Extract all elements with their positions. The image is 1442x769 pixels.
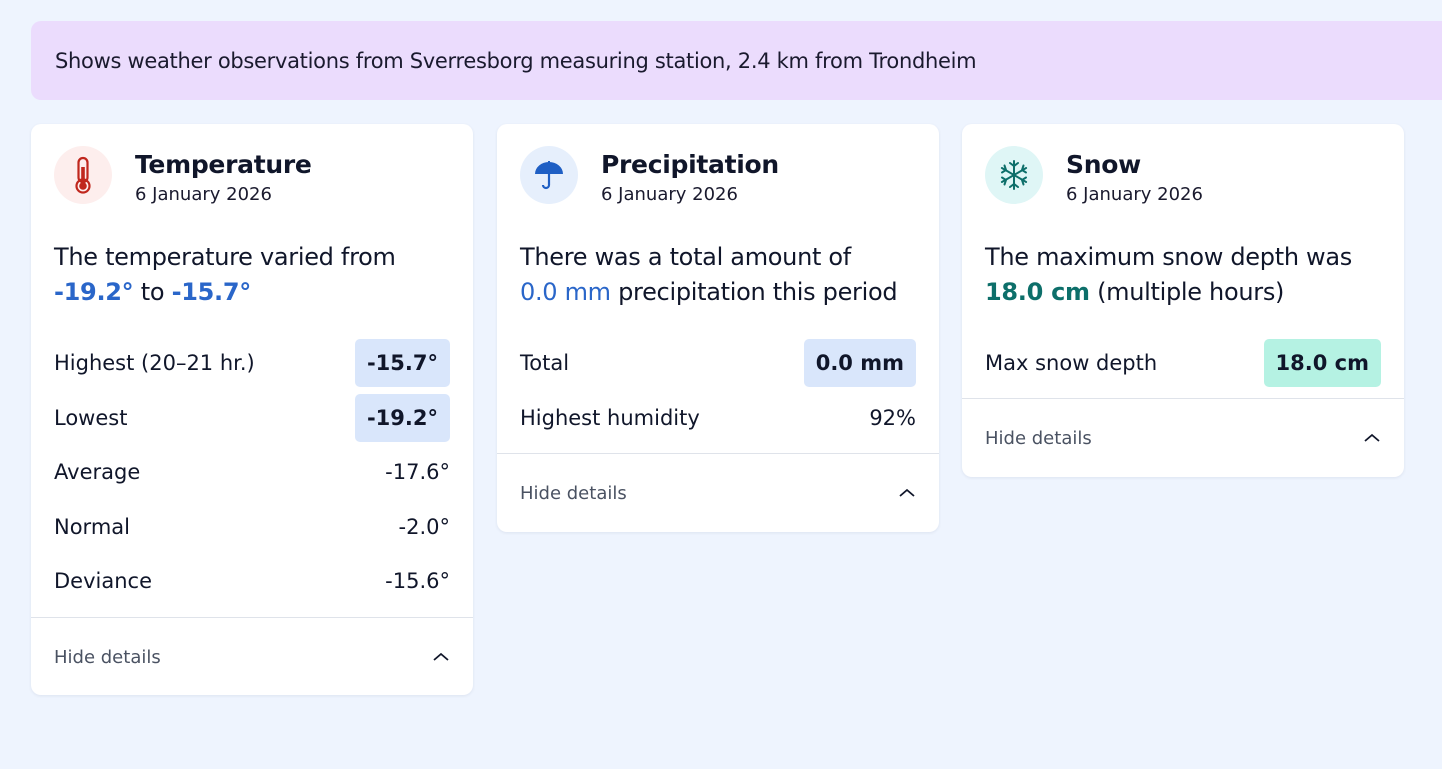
snow-row-max-depth: Max snow depth 18.0 cm [985, 336, 1381, 391]
row-value-highlight: -15.7° [354, 339, 450, 388]
temperature-row-average: Average -17.6° [54, 445, 450, 500]
thermometer-icon [54, 146, 112, 204]
temperature-title: Temperature [135, 150, 312, 179]
row-label: Total [520, 351, 570, 376]
hide-details-label: Hide details [520, 482, 627, 504]
row-value: -15.6° [385, 569, 450, 594]
snow-title: Snow [1066, 150, 1141, 179]
row-label: Highest (20–21 hr.) [54, 351, 255, 376]
row-label: Lowest [54, 405, 128, 430]
snow-summary: The maximum snow depth was 18.0 cm (mult… [985, 240, 1390, 310]
snow-hide-details-button[interactable]: Hide details [985, 418, 1381, 458]
temperature-hide-details-button[interactable]: Hide details [54, 637, 450, 677]
divider [31, 617, 473, 618]
temperature-details: Highest (20–21 hr.) -15.7° Lowest -19.2°… [54, 336, 450, 609]
row-value-highlight: 0.0 mm [803, 339, 916, 388]
precipitation-card-header: Precipitation 6 January 2026 [520, 146, 779, 208]
snow-details: Max snow depth 18.0 cm [985, 336, 1381, 391]
divider [497, 453, 939, 454]
snow-summary-prefix: The maximum snow depth was [985, 243, 1353, 271]
umbrella-icon [520, 146, 578, 204]
precipitation-row-total: Total 0.0 mm [520, 336, 916, 391]
temperature-date: 6 January 2026 [135, 184, 272, 205]
temperature-summary-min: -19.2° [54, 278, 134, 306]
snow-card: Snow 6 January 2026 The maximum snow dep… [962, 124, 1404, 477]
row-label: Average [54, 460, 141, 485]
snowflake-icon [985, 146, 1043, 204]
snow-date: 6 January 2026 [1066, 184, 1203, 205]
temperature-row-normal: Normal -2.0° [54, 500, 450, 555]
row-value: 92% [869, 405, 916, 430]
temperature-row-deviance: Deviance -15.6° [54, 554, 450, 609]
temperature-card-header: Temperature 6 January 2026 [54, 146, 312, 208]
snow-card-header: Snow 6 January 2026 [985, 146, 1203, 208]
station-info-text: Shows weather observations from Sverresb… [55, 48, 977, 73]
precipitation-title: Precipitation [601, 150, 779, 179]
precipitation-summary: There was a total amount of 0.0 mm preci… [520, 240, 925, 310]
precipitation-summary-value: 0.0 mm [520, 278, 611, 306]
precipitation-details: Total 0.0 mm Highest humidity 92% [520, 336, 916, 445]
temperature-summary: The temperature varied from -19.2° to -1… [54, 240, 459, 310]
temperature-summary-mid: to [140, 278, 165, 306]
precipitation-hide-details-button[interactable]: Hide details [520, 473, 916, 513]
row-label: Normal [54, 514, 130, 539]
temperature-summary-prefix: The temperature varied from [54, 243, 396, 271]
divider [962, 398, 1404, 399]
precipitation-summary-suffix: precipitation this period [618, 278, 898, 306]
chevron-up-icon [898, 483, 916, 504]
temperature-row-lowest: Lowest -19.2° [54, 391, 450, 446]
chevron-up-icon [1363, 428, 1381, 449]
row-value: -17.6° [385, 460, 450, 485]
snow-summary-suffix: (multiple hours) [1097, 278, 1285, 306]
row-label: Deviance [54, 569, 152, 594]
temperature-summary-max: -15.7° [171, 278, 252, 306]
row-value: -2.0° [398, 514, 450, 539]
row-label: Max snow depth [985, 351, 1158, 376]
temperature-row-highest: Highest (20–21 hr.) -15.7° [54, 336, 450, 391]
snow-summary-value: 18.0 cm [985, 278, 1090, 306]
precipitation-date: 6 January 2026 [601, 184, 738, 205]
hide-details-label: Hide details [985, 427, 1092, 449]
precipitation-row-humidity: Highest humidity 92% [520, 391, 916, 446]
row-label: Highest humidity [520, 405, 700, 430]
row-value-highlight: -19.2° [354, 393, 450, 442]
precipitation-summary-prefix: There was a total amount of [520, 243, 851, 271]
row-value-highlight: 18.0 cm [1263, 339, 1381, 388]
precipitation-card: Precipitation 6 January 2026 There was a… [497, 124, 939, 532]
station-info-banner: Shows weather observations from Sverresb… [31, 21, 1442, 100]
chevron-up-icon [432, 647, 450, 668]
temperature-card: Temperature 6 January 2026 The temperatu… [31, 124, 473, 695]
hide-details-label: Hide details [54, 646, 161, 668]
